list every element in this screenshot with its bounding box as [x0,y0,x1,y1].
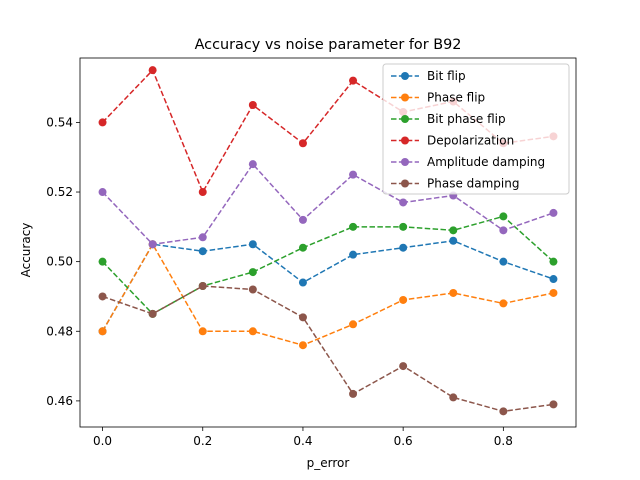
legend-entry: Phase damping [391,177,519,191]
data-point [549,288,558,297]
data-point [248,160,257,169]
data-point [198,233,207,242]
data-point [549,275,558,284]
series-line [101,239,554,332]
series-line [101,242,554,346]
data-point [198,188,207,197]
y-tick-label: 0.46 [46,394,73,408]
data-point [499,299,508,308]
legend-entry: Bit phase flip [391,112,506,126]
y-axis-label: Accuracy [19,223,33,278]
plot-area: 0.0 0.2 0.4 0.6 0.8 0.46 0.48 0.50 0.52 0.54 Bit f… [46,57,577,448]
legend: Bit flip Phase flip Bit phase flip Depolari… [382,63,570,195]
data-point [248,285,257,294]
data-point [399,243,408,252]
y-tick-label: 0.54 [46,115,73,129]
data-point [349,170,358,179]
legend-swatch-marker [401,179,409,188]
legend-label: Phase flip [427,91,485,105]
data-point [298,341,307,350]
data-point [148,240,157,249]
data-point [499,407,508,416]
plot-frame [79,57,577,428]
legend-label: Phase damping [427,177,519,191]
data-point [499,226,508,235]
chart-title: Accuracy vs noise parameter for B92 [195,37,462,53]
x-axis-label: p_error [307,456,350,470]
legend-swatch-marker [401,72,409,80]
data-point [349,222,358,231]
data-point [349,389,358,398]
data-point [298,139,307,148]
data-point [248,327,257,336]
data-point [549,257,558,266]
data-point [148,66,157,75]
data-point [349,76,358,85]
data-point [248,240,257,249]
data-point [449,226,458,235]
data-point [198,327,207,336]
x-tick-label: 0.4 [293,434,312,448]
data-point [549,400,558,409]
legend-swatch-marker [401,115,409,123]
legend-entry: Depolarization [391,134,514,148]
legend-entry: Amplitude damping [391,155,545,169]
data-point [298,313,307,322]
legend-swatch-marker [401,93,409,102]
data-point [148,309,157,318]
legend-label: Bit phase flip [427,112,506,126]
series-line [102,285,554,413]
data-point [399,362,408,371]
data-point [399,198,408,207]
series-phase-damping [98,282,558,416]
data-point [449,393,458,402]
data-point [349,320,358,329]
legend-entry: Phase flip [391,91,485,105]
y-tick-label: 0.48 [46,324,73,338]
series-line [102,68,554,194]
data-point [349,250,358,259]
data-point [248,268,257,277]
data-point [298,243,307,252]
x-tick-label: 0.6 [394,434,413,448]
data-point [198,282,207,291]
data-point [399,295,408,304]
data-point [98,118,107,127]
data-point [499,257,508,266]
x-tick-label: 0.0 [93,434,112,448]
data-point [198,247,207,256]
series-line [102,162,554,246]
data-point [248,100,257,109]
data-point [399,222,408,231]
x-tick-label: 0.2 [193,434,212,448]
legend-swatch-marker [401,158,409,166]
series-line [102,215,554,315]
series-amplitude-damping [98,160,558,249]
legend-swatch-marker [401,136,409,145]
data-point [449,288,458,297]
data-point [298,215,307,224]
data-point [298,278,307,287]
data-point [499,212,508,221]
data-point [449,236,458,245]
data-point [549,208,558,217]
data-point [98,188,107,197]
data-point [98,292,107,301]
legend-label: Bit flip [427,69,466,83]
legend-entry: Bit flip [391,69,466,83]
legend-label: Amplitude damping [427,155,545,169]
x-tick-label: 0.8 [494,434,513,448]
legend-box [382,63,570,195]
data-point [98,327,107,336]
y-tick-label: 0.52 [46,185,73,199]
legend-label: Depolarization [427,134,514,148]
data-point [98,257,107,266]
y-tick-label: 0.50 [46,255,73,269]
